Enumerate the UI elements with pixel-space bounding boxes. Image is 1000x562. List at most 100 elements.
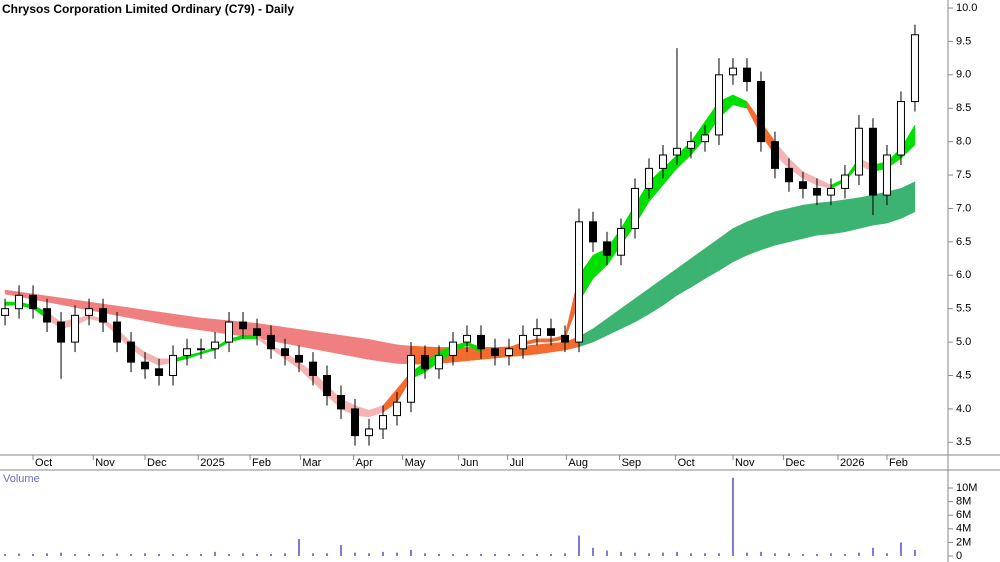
candle-body [728,67,737,76]
volume-bar [326,553,329,556]
volume-label: Volume [3,473,40,485]
candle-body [435,354,444,370]
volume-bar [815,553,818,556]
x-tick-label: Dec [785,457,805,469]
volume-bar [759,551,762,556]
ma-band-segment [858,194,874,229]
ma-band-segment [788,204,804,243]
x-tick-label: 2026 [840,457,864,469]
candle-body [309,361,318,376]
candle-body [85,308,94,316]
y-tick-label: 8.0 [956,136,971,148]
volume-bar [913,549,916,556]
volume-bar [493,553,496,556]
candle-body [15,294,24,310]
volume-bar [829,553,832,556]
volume-bar [521,553,524,556]
volume-bar [144,553,147,556]
candle-body [532,328,541,336]
candle-body [490,348,499,356]
ma-band-segment [284,327,300,347]
ma-band-segment [340,335,356,358]
y-tick-label: 4.5 [956,369,971,381]
volume-bar [200,553,203,556]
volume-bar [801,553,804,556]
volume-bar [605,550,608,556]
y-tick-label: 7.0 [956,202,971,214]
volume-bar [46,553,49,556]
ma-band-segment [802,202,818,239]
ma-band-segment [382,341,398,364]
ma-band-segment [830,199,846,235]
volume-tick-label: 10M [956,482,977,494]
ma-band-segment [900,181,916,219]
ma-band-segment [536,343,552,355]
candle-body [253,328,262,336]
volume-bar [172,553,175,556]
candle-body [546,328,555,336]
ma-band-segment [550,341,566,353]
x-tick-label: Dec [147,457,167,469]
x-tick-label: Nov [735,457,755,469]
candle-body [476,334,485,350]
volume-bar [4,553,7,556]
candle-body [742,67,751,83]
candle-body [504,348,513,356]
volume-bar [619,551,622,556]
volume-tick-label: 2M [956,536,971,548]
volume-bar [885,553,888,556]
candle-body [630,187,639,230]
x-tick-label: Jul [510,457,524,469]
y-tick-label: 5.5 [956,303,971,315]
volume-bar [340,545,343,556]
x-tick-label: Oct [678,457,695,469]
volume-bar [214,551,217,556]
candle-body [644,167,653,189]
ma-band-segment [760,211,776,251]
y-tick-label: 3.5 [956,436,971,448]
candle-body [798,181,807,189]
volume-bar [717,553,720,556]
volume-bar [857,552,860,556]
candle-body [658,154,667,169]
volume-bar [130,553,133,556]
ma-band-segment [242,335,258,339]
candle-body [421,354,430,370]
volume-bar [549,553,552,556]
ma-band-segment [312,331,328,352]
volume-bar [242,553,245,556]
volume-bar [424,553,427,556]
axes: 3.5 4.0 4.5 5.0 5.5 6.0 6.5 7.0 7.5 8.0 8.5 9.0 9.5 1… [32,2,977,562]
volume-bar [438,553,441,556]
volume-bar [298,538,301,556]
candle-body [127,341,136,363]
candle-body [267,334,276,350]
ma-band-segment [816,201,832,236]
ma-band-segment [536,338,552,343]
x-tick-label: Jun [461,457,479,469]
ma-band-segment [872,191,888,226]
volume-bar [507,553,510,556]
y-tick-label: 9.5 [956,35,971,47]
volume-bar [647,553,650,556]
candle-body [113,321,122,343]
volume-bar [689,553,692,556]
candle-body [882,154,891,196]
volume-bar [773,553,776,556]
volume-bar [410,549,413,556]
y-tick-label: 6.0 [956,269,971,281]
candle-body [854,127,863,176]
candle-body [323,374,332,397]
volume-bar [368,553,371,556]
candle-body [99,308,108,323]
candle-body [840,174,849,189]
x-tick-label: Feb [889,457,908,469]
ma-band-segment [368,339,384,362]
candle-body [672,147,681,156]
volume-bar [787,553,790,556]
volume-bar [661,552,664,556]
volume-bar [116,553,119,556]
x-tick-label: May [405,457,426,469]
y-tick-label: 5.0 [956,336,971,348]
